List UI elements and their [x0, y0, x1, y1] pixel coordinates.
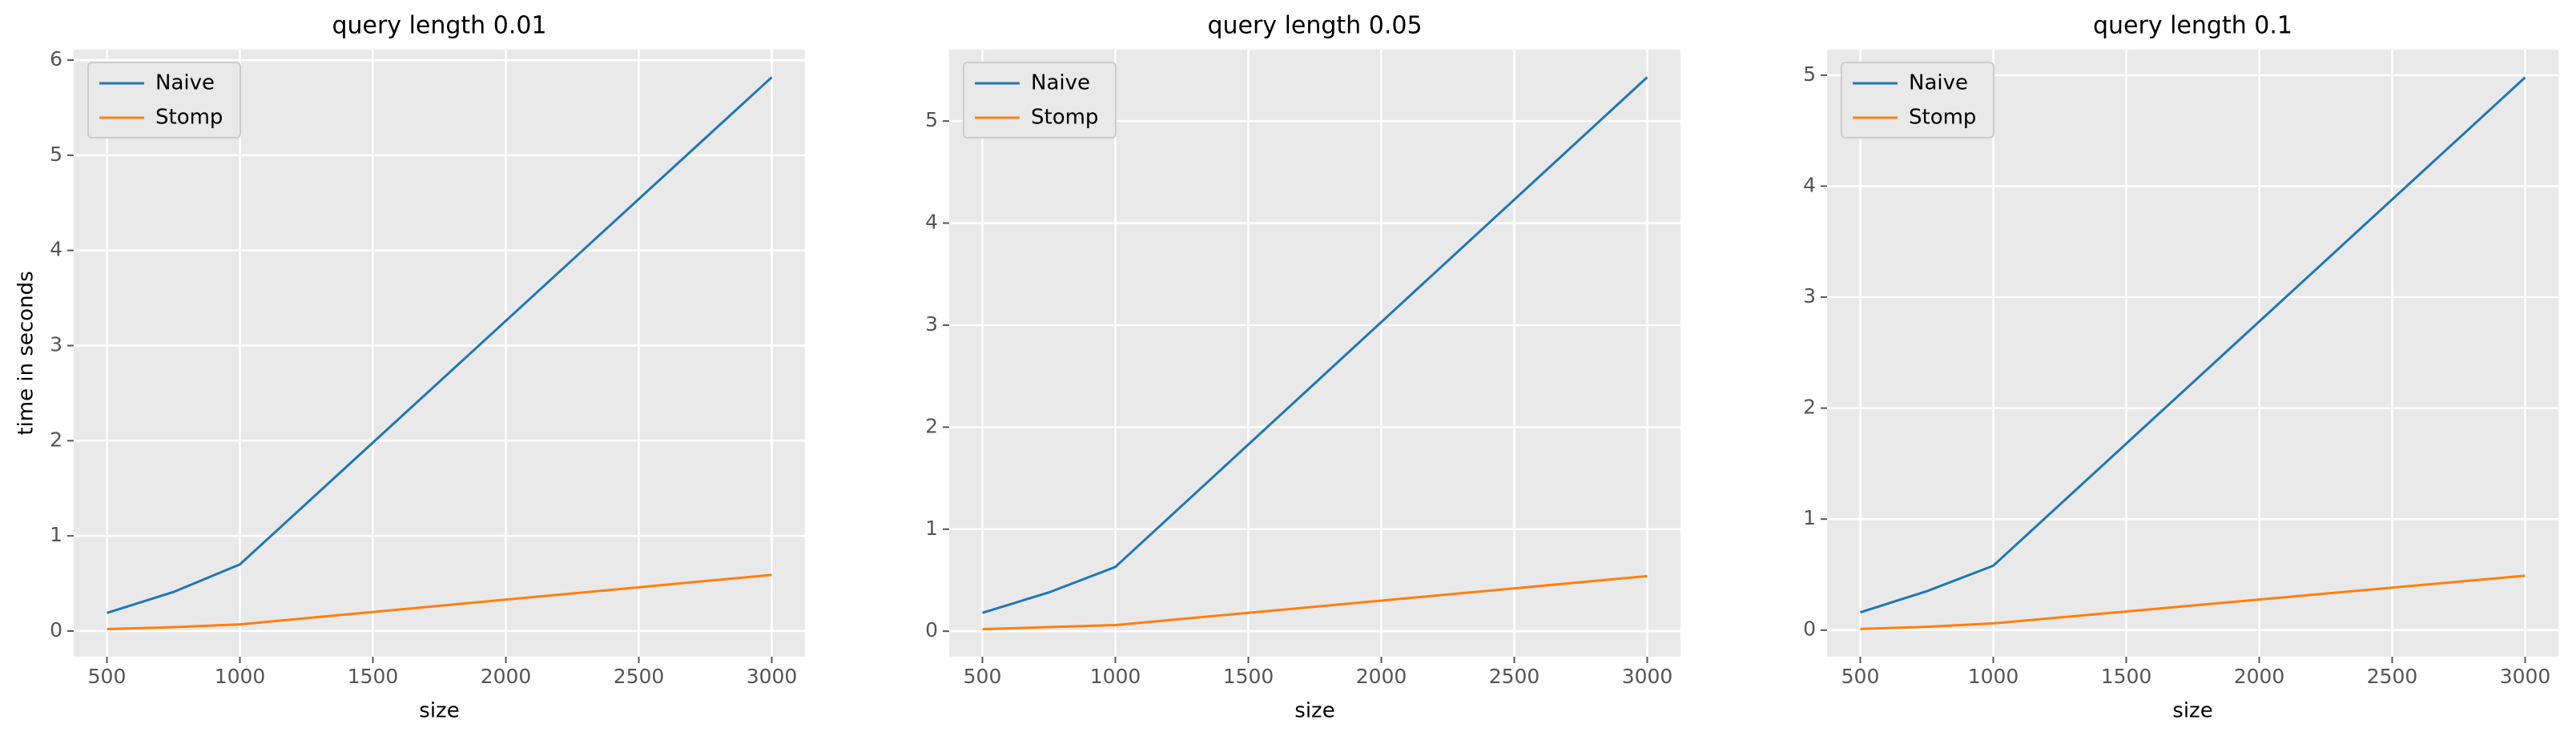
y-tick-label: 6 — [50, 47, 62, 70]
x-tick-label: 1000 — [1968, 665, 2019, 688]
x-tick-label: 2500 — [2367, 665, 2418, 688]
x-axis-label: size — [2172, 699, 2212, 723]
data-line — [982, 76, 1648, 614]
y-tick-label: 3 — [1803, 284, 1816, 308]
x-tick-label: 1500 — [348, 665, 399, 688]
plot-area — [949, 50, 1680, 657]
y-tick-label: 0 — [925, 618, 938, 641]
x-tick-label: 3000 — [1622, 665, 1673, 688]
x-tick-label: 3000 — [747, 665, 798, 688]
y-tick-label: 2 — [1803, 396, 1816, 419]
y-tick-label: 2 — [50, 428, 62, 451]
y-tick-label: 5 — [1803, 62, 1816, 86]
data-line — [107, 76, 773, 614]
x-tick-label: 2000 — [481, 665, 532, 688]
subplot: 0 1 2 3 4 5 500 1000 1500 2000 2500 3000 query lengt… — [925, 12, 1680, 723]
y-tick-label: 4 — [1803, 173, 1816, 196]
y-tick-label: 5 — [50, 143, 62, 166]
y-axis-label: time in seconds — [14, 271, 38, 435]
y-tick-label: 4 — [925, 211, 938, 234]
x-tick-label: 1500 — [1223, 665, 1274, 688]
y-tick-label: 0 — [50, 618, 62, 641]
legend-label: Stomp — [1031, 106, 1098, 130]
x-tick-label: 500 — [1841, 665, 1880, 688]
data-line — [107, 573, 772, 631]
y-tick-label: 1 — [1803, 506, 1816, 529]
x-tick-label: 2000 — [2234, 665, 2285, 688]
x-tick-label: 1000 — [1090, 665, 1141, 688]
x-tick-label: 1000 — [215, 665, 266, 688]
y-tick-label: 3 — [50, 332, 62, 356]
legend-label: Naive — [155, 71, 215, 95]
y-tick-label: 1 — [50, 523, 62, 546]
x-tick-label: 500 — [964, 665, 1002, 688]
data-line — [1860, 76, 2526, 613]
x-tick-label: 2500 — [1489, 665, 1540, 688]
legend-label: Naive — [1909, 71, 1968, 95]
legend-label: Stomp — [1909, 106, 1976, 130]
data-line — [1860, 574, 2526, 630]
y-tick-label: 1 — [925, 517, 938, 540]
y-tick-label: 3 — [925, 312, 938, 336]
legend-label: Stomp — [155, 106, 223, 130]
plot-area — [74, 50, 805, 657]
subplot-title: query length 0.01 — [332, 12, 546, 40]
data-line — [982, 574, 1648, 631]
y-tick-label: 4 — [50, 238, 62, 261]
x-axis-label: size — [1294, 699, 1334, 723]
x-tick-label: 1500 — [2101, 665, 2152, 688]
legend-label: Naive — [1031, 71, 1090, 95]
x-tick-label: 500 — [88, 665, 127, 688]
x-tick-label: 2000 — [1356, 665, 1407, 688]
x-tick-label: 3000 — [2500, 665, 2551, 688]
x-axis-label: size — [419, 699, 459, 723]
plot-area — [1827, 50, 2558, 657]
subplot: 0 1 2 3 4 5 6 500 1000 1500 2000 2500 3000 query leng… — [14, 12, 805, 723]
y-tick-label: 5 — [925, 108, 938, 131]
subplot-title: query length 0.1 — [2093, 12, 2292, 40]
subplot-title: query length 0.05 — [1207, 12, 1422, 40]
y-tick-label: 2 — [925, 414, 938, 437]
subplot: 0 1 2 3 4 5 500 1000 1500 2000 2500 3000 query lengt… — [1803, 12, 2558, 723]
y-tick-label: 0 — [1803, 617, 1816, 641]
x-tick-label: 2500 — [614, 665, 665, 688]
